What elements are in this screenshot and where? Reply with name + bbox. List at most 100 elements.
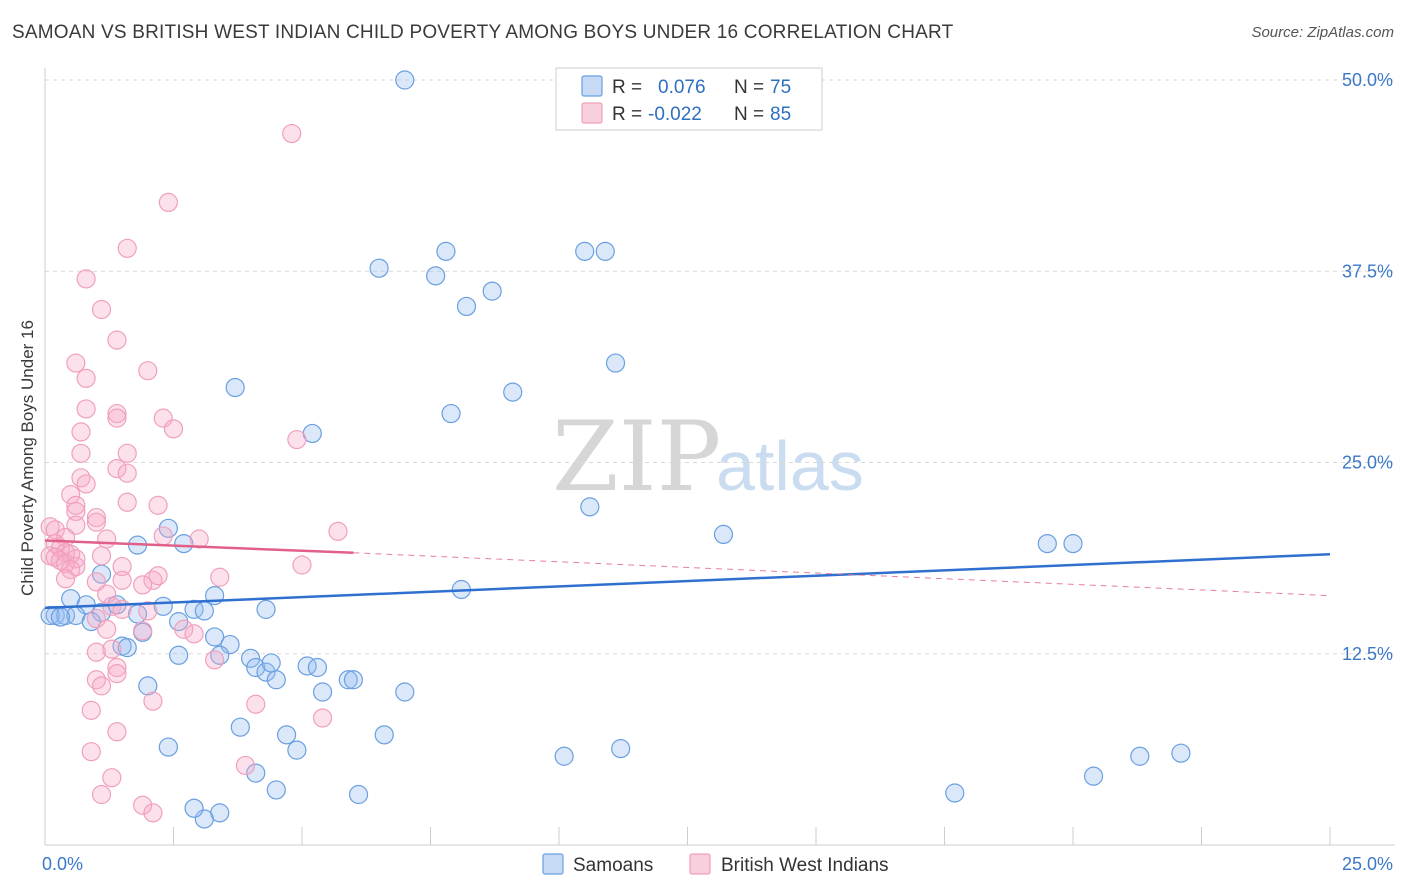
bwi-point-58: [97, 584, 117, 604]
samoan-point-61: [374, 725, 394, 745]
bwi-point-3: [76, 269, 96, 289]
bwi-point-72: [86, 670, 107, 690]
legend-n-value-samoans: 75: [770, 77, 791, 98]
samoan-point-2: [426, 266, 446, 286]
bwi-point-4: [91, 299, 112, 320]
bwi-point-23: [66, 495, 86, 515]
bwi-point-79: [81, 742, 101, 762]
bwi-point-65: [174, 619, 194, 639]
bwi-point-63: [97, 619, 117, 639]
x-tick-label-1: 25.0%: [1342, 854, 1393, 874]
samoan-point-44: [169, 645, 189, 665]
samoan-point-47: [246, 657, 266, 678]
samoan-point-67: [945, 783, 965, 803]
bwi-point-13: [163, 419, 184, 439]
bwi-point-70: [107, 657, 127, 678]
bwi-point-16: [71, 443, 91, 463]
samoan-point-62: [611, 739, 631, 759]
bwi-point-48: [112, 556, 132, 577]
bwi-point-49: [112, 570, 132, 590]
samoan-point-68: [266, 780, 286, 800]
bwi-point-6: [66, 353, 86, 373]
bwi-point-75: [81, 700, 101, 720]
samoan-point-7: [595, 241, 615, 261]
bwi-point-11: [107, 408, 127, 428]
bwi-point-71: [107, 664, 127, 684]
bwi-point-8: [76, 368, 96, 388]
samoan-point-10: [441, 403, 461, 424]
bwi-point-5: [107, 330, 127, 350]
bwi-point-15: [287, 429, 307, 450]
samoan-point-69: [246, 763, 266, 783]
samoan-point-41: [117, 638, 137, 658]
bwi-point-41: [45, 547, 65, 567]
samoan-point-1: [369, 258, 389, 278]
bwi-point-28: [86, 512, 107, 532]
trend-lines: [44, 539, 1331, 610]
y-tick-label-1: 25.0%: [1342, 453, 1393, 473]
samoan-point-9: [225, 377, 245, 398]
samoan-point-8: [605, 353, 626, 373]
tick-labels: 12.5% 25.0% 37.5% 50.0% 0.0% 25.0%: [42, 70, 1393, 874]
samoan-point-18: [174, 533, 194, 554]
samoan-point-52: [312, 682, 333, 702]
y-tick-label-3: 50.0%: [1342, 70, 1393, 90]
legend: R = 0.076 N = 75 R = -0.022 N = 85: [555, 67, 823, 131]
bwi-point-73: [91, 676, 112, 696]
samoan-point-32: [81, 612, 101, 632]
samoan-point-58: [230, 717, 250, 737]
legend-r-label-bwi: R =: [612, 104, 642, 125]
samoan-point-48: [256, 662, 276, 682]
y-tick-label-2: 37.5%: [1342, 261, 1393, 281]
trend-line-bwi-extension: [353, 552, 1331, 597]
samoan-point-64: [1130, 746, 1150, 766]
samoan-point-35: [194, 601, 214, 621]
bwi-point-1: [158, 192, 178, 212]
bwi-point-81: [102, 768, 122, 788]
legend-r-value-bwi: -0.022: [648, 104, 702, 125]
bwi-point-67: [102, 639, 122, 659]
bwi-point-25: [148, 495, 168, 515]
bwi-point-83: [133, 795, 153, 815]
x-tick-label-0: 0.0%: [42, 854, 83, 874]
trend-line-samoans: [44, 553, 1331, 610]
samoan-point-50: [297, 656, 317, 676]
bwi-point-2: [117, 238, 137, 258]
samoan-point-65: [1171, 743, 1191, 763]
samoan-point-73: [184, 798, 204, 818]
legend-n-label-samoans: N =: [734, 77, 764, 98]
grid: [45, 79, 1395, 655]
axes: [44, 68, 1395, 846]
watermark-atlas: atlas: [716, 427, 864, 505]
bwi-point-29: [66, 515, 86, 535]
bwi-point-68: [86, 642, 107, 662]
bwi-point-0: [282, 123, 302, 144]
samoan-point-53: [338, 670, 358, 690]
samoan-point-59: [276, 725, 297, 745]
bwi-point-55: [86, 572, 107, 592]
bwi-point-10: [107, 403, 127, 424]
bwi-point-44: [66, 549, 86, 569]
samoan-point-66: [1083, 766, 1104, 786]
samoan-point-0: [395, 70, 415, 90]
series-british-west-indians: [40, 123, 348, 823]
bottom-legend-swatch-bwi: [689, 853, 711, 875]
bwi-point-27: [86, 507, 107, 528]
bwi-point-61: [138, 601, 158, 621]
bwi-point-82: [91, 784, 112, 805]
chart-title: SAMOAN VS BRITISH WEST INDIAN CHILD POVE…: [12, 22, 954, 43]
bwi-point-76: [246, 694, 266, 714]
bwi-point-19: [117, 463, 137, 483]
samoan-point-49: [266, 670, 286, 690]
bwi-point-21: [76, 474, 96, 494]
samoan-point-60: [287, 740, 307, 760]
bwi-point-45: [91, 546, 112, 566]
samoan-point-37: [50, 607, 71, 627]
bwi-point-7: [138, 361, 158, 381]
bwi-point-77: [312, 708, 333, 728]
samoan-point-4: [456, 296, 477, 317]
bwi-point-46: [66, 556, 86, 577]
bwi-point-34: [97, 529, 117, 549]
bottom-legend: Samoans British West Indians: [542, 853, 889, 876]
